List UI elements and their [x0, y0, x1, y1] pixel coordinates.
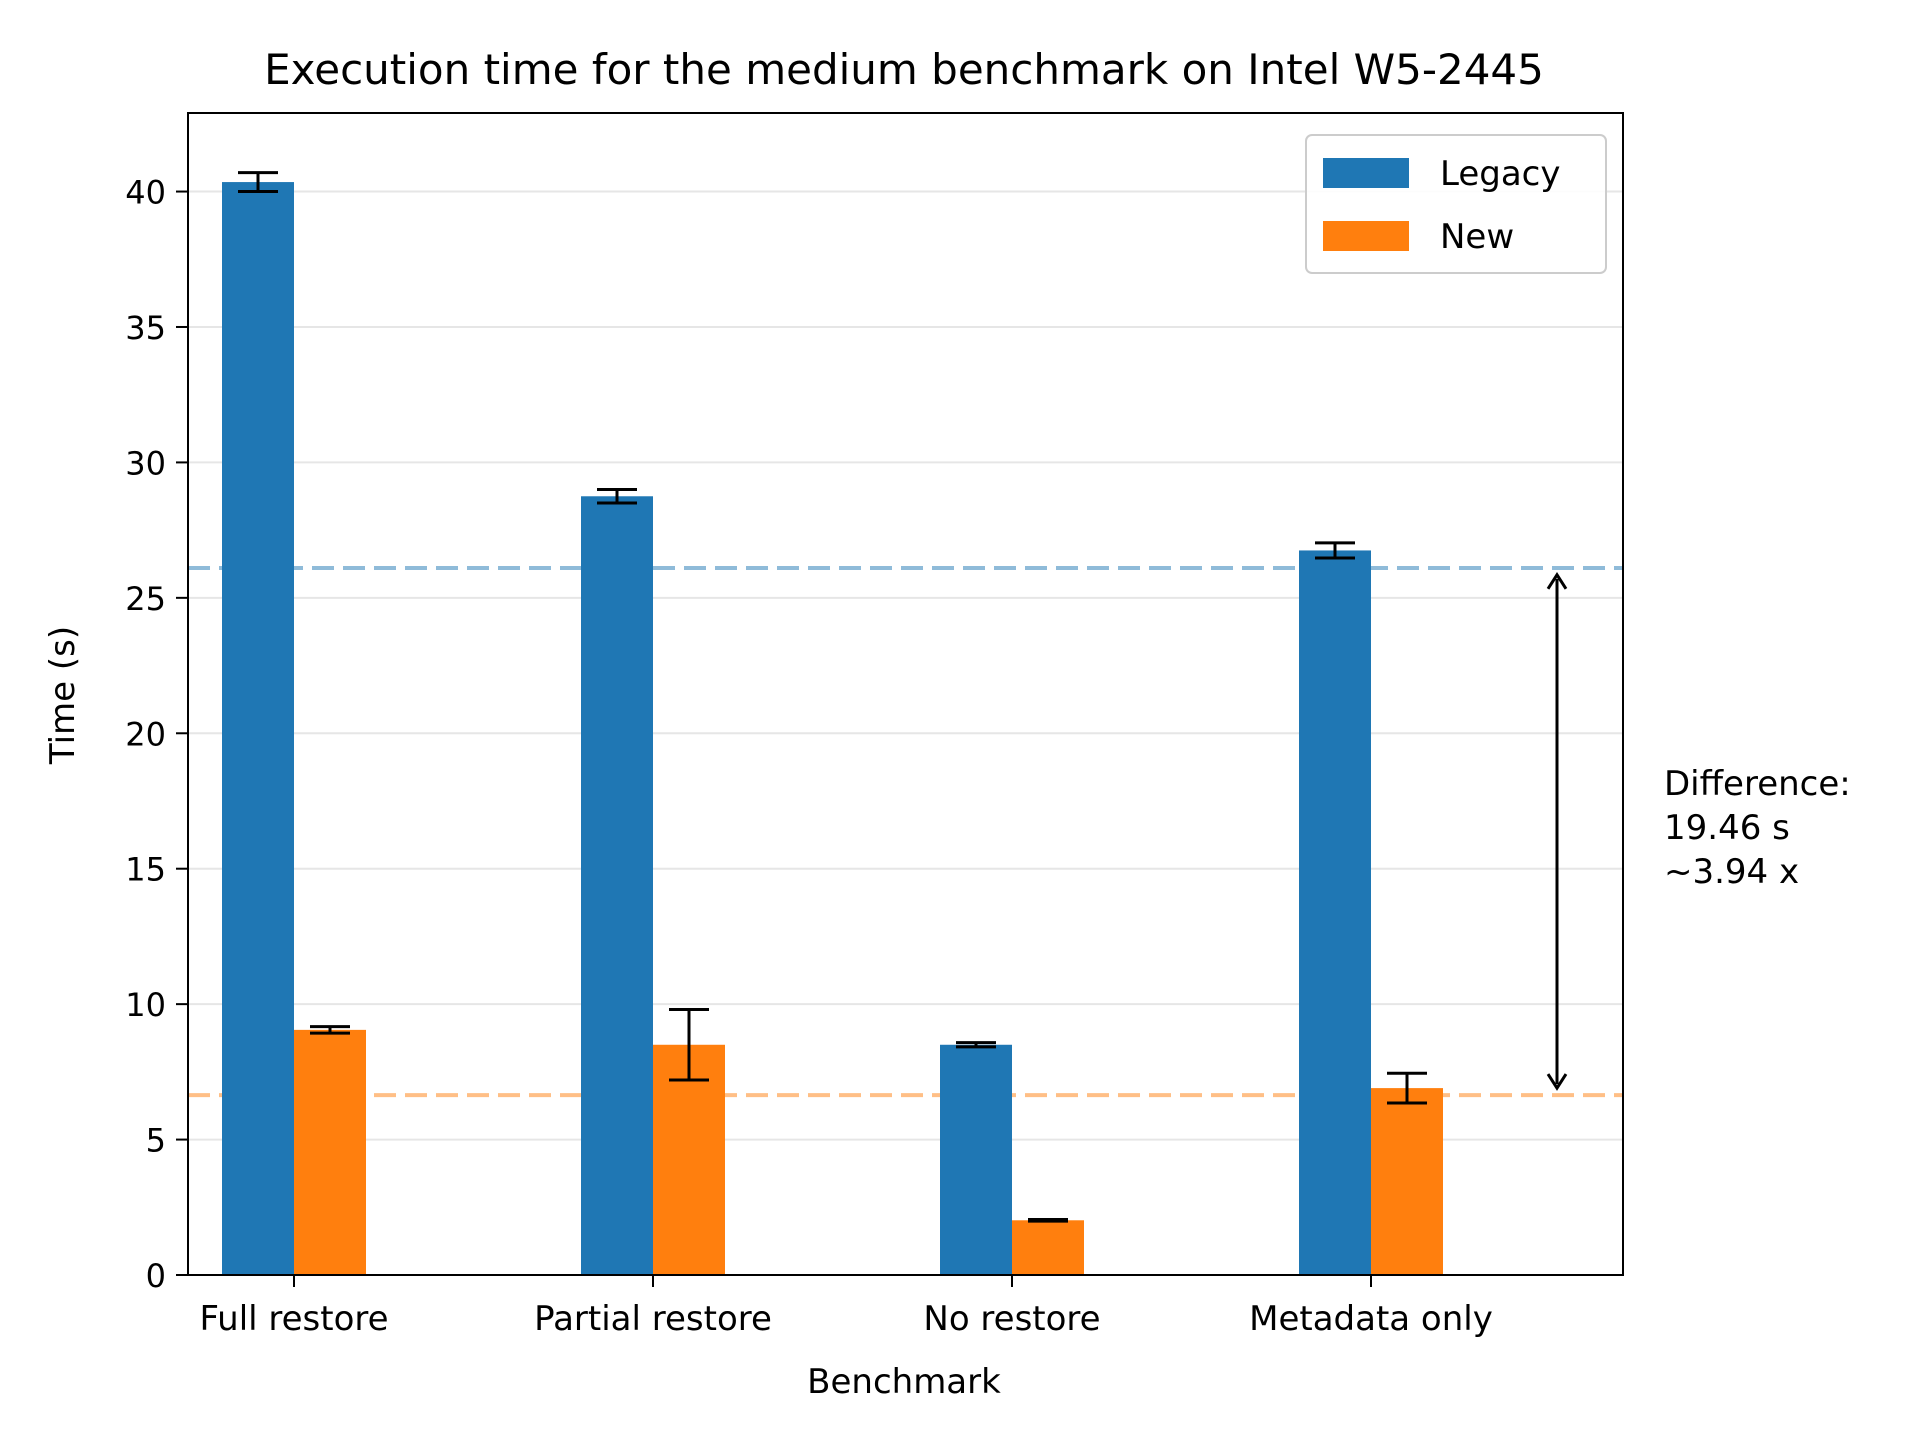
legend-label-legacy: Legacy: [1440, 154, 1561, 194]
bar-legacy: [1299, 550, 1371, 1275]
chart-title: Execution time for the medium benchmark …: [264, 45, 1544, 94]
grid-lines: [188, 190, 1623, 1141]
annotation-text: ~3.94 x: [1664, 852, 1799, 892]
y-tick-label: 25: [125, 580, 166, 618]
bar-new: [1371, 1088, 1443, 1275]
x-tick-label: Partial restore: [534, 1299, 772, 1339]
y-tick-label: 35: [125, 309, 166, 347]
y-tick-label: 10: [125, 986, 166, 1024]
y-tick-label: 0: [146, 1257, 166, 1295]
y-axis: 0 5 10 15 20 25 30 35 40: [125, 174, 188, 1295]
x-tick-label: No restore: [923, 1299, 1100, 1339]
reference-lines: [188, 566, 1623, 1098]
bars: [222, 182, 1443, 1275]
bar-new: [294, 1029, 366, 1275]
y-axis-label: Time (s): [43, 626, 83, 765]
legend-label-new: New: [1440, 217, 1514, 257]
difference-annotation: Difference:19.46 s~3.94 x: [1546, 572, 1851, 1091]
plot-frame: [187, 112, 1624, 1276]
legend-swatch-legacy: [1323, 158, 1409, 188]
legend: Legacy New: [1305, 134, 1607, 274]
error-bars: [238, 171, 1427, 1223]
x-tick-label: Metadata only: [1249, 1299, 1493, 1339]
x-axis-label: Benchmark: [807, 1362, 1001, 1402]
y-tick-label: 40: [125, 174, 166, 212]
bar-legacy: [581, 496, 653, 1275]
bar-new: [653, 1044, 725, 1275]
bar-legacy: [940, 1044, 1012, 1275]
y-tick-label: 30: [125, 444, 166, 482]
x-axis: Full restore Partial restore No restore Met…: [199, 1275, 1493, 1339]
arrow-head-down: [1546, 1073, 1568, 1091]
legend-swatch-new: [1323, 221, 1409, 251]
annotation-text: 19.46 s: [1664, 808, 1790, 848]
y-tick-label: 5: [146, 1122, 166, 1160]
x-tick-label: Full restore: [199, 1299, 388, 1339]
arrow-head-up: [1546, 572, 1568, 590]
y-tick-label: 15: [125, 851, 166, 889]
annotation-text: Difference:: [1664, 764, 1851, 804]
y-tick-label: 20: [125, 715, 166, 753]
bar-new: [1012, 1220, 1084, 1275]
bar-legacy: [222, 182, 294, 1275]
